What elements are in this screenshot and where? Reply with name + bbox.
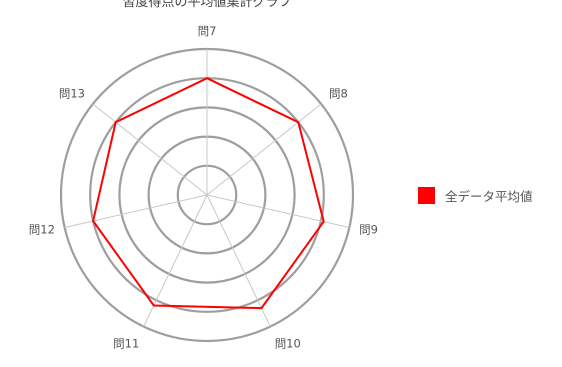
legend-swatch — [418, 187, 435, 204]
chart-title: 習度得点の平均値集計グラフ — [122, 0, 292, 10]
radar-axis-labels: 問7 問8 問9 問10 問11 問12 問13 — [29, 24, 378, 351]
axis-label: 問8 — [329, 87, 348, 101]
grid-spoke — [206, 103, 322, 196]
axis-label: 問11 — [113, 337, 139, 351]
legend-label: 全データ平均値 — [445, 189, 533, 204]
radar-chart: 問7 問8 問9 問10 問11 問12 問13 — [29, 24, 378, 351]
axis-label: 問13 — [59, 87, 85, 101]
grid-spoke — [206, 194, 271, 327]
grid-spoke — [206, 194, 350, 228]
axis-label: 問7 — [198, 24, 217, 38]
axis-label: 問9 — [359, 223, 378, 237]
radar-grid — [59, 47, 355, 343]
grid-spoke — [64, 194, 208, 228]
series-line — [92, 77, 325, 310]
grid-spoke — [92, 103, 208, 196]
legend: 全データ平均値 — [418, 186, 533, 205]
axis-label: 問10 — [275, 337, 301, 351]
axis-label: 問12 — [29, 223, 55, 237]
radar-series — [92, 77, 325, 310]
